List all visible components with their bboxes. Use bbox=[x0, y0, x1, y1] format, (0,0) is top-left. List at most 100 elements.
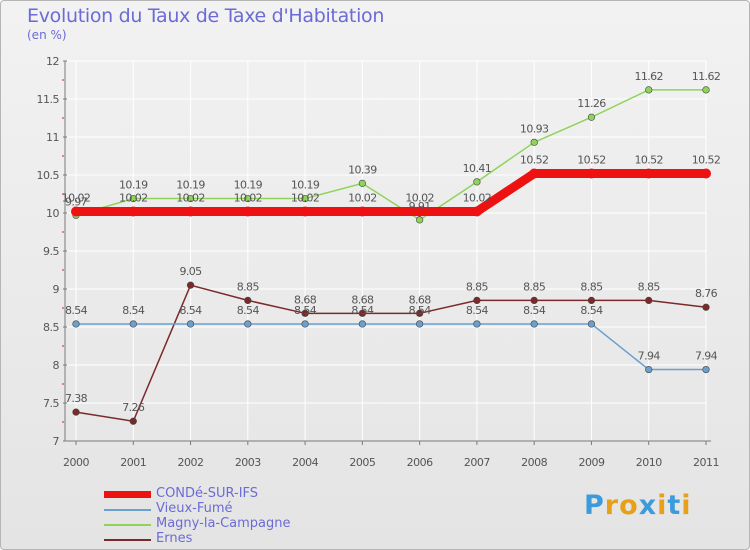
chart-subtitle: (en %) bbox=[27, 28, 67, 42]
data-point bbox=[129, 417, 137, 425]
data-point bbox=[72, 408, 80, 416]
data-point bbox=[244, 320, 252, 328]
legend-swatch bbox=[104, 524, 151, 526]
data-label: 10.19 bbox=[291, 179, 320, 192]
data-point bbox=[702, 86, 710, 94]
x-tick-label: 2010 bbox=[636, 456, 662, 469]
legend-swatch bbox=[104, 509, 151, 511]
data-point bbox=[129, 194, 137, 203]
data-label: 8.54 bbox=[237, 304, 260, 317]
series-line-2 bbox=[75, 89, 707, 221]
data-point bbox=[530, 138, 538, 146]
data-label: 8.54 bbox=[179, 304, 202, 317]
data-point bbox=[357, 206, 368, 217]
data-label: 10.02 bbox=[291, 191, 320, 204]
data-point bbox=[702, 303, 710, 311]
chart-title: Evolution du Taux de Taxe d'Habitation bbox=[27, 5, 385, 27]
y-tick-label: 10.5 bbox=[37, 169, 60, 182]
logo-letter: r bbox=[604, 490, 620, 521]
data-label: 8.85 bbox=[523, 280, 546, 293]
data-point bbox=[416, 309, 424, 317]
data-point bbox=[587, 320, 596, 328]
legend-swatch bbox=[104, 491, 151, 498]
data-point bbox=[301, 320, 309, 328]
data-point bbox=[185, 206, 196, 217]
data-label: 8.54 bbox=[409, 304, 432, 317]
data-label: 10.02 bbox=[463, 191, 492, 204]
data-label: 11.62 bbox=[692, 70, 721, 83]
data-label: 8.54 bbox=[294, 304, 317, 317]
data-point bbox=[416, 216, 424, 224]
logo-letter: t bbox=[667, 490, 682, 521]
data-point bbox=[358, 179, 366, 187]
data-label: 8.85 bbox=[580, 280, 603, 293]
data-label: 10.19 bbox=[234, 179, 263, 192]
logo-letter: i bbox=[681, 490, 692, 521]
data-point bbox=[71, 206, 81, 217]
legend-label: CONDé-SUR-IFS bbox=[156, 486, 259, 501]
data-label: 10.02 bbox=[62, 191, 91, 204]
x-tick-label: 2006 bbox=[407, 456, 433, 469]
data-label: 10.39 bbox=[348, 163, 377, 176]
y-tick-label: 8.5 bbox=[43, 321, 59, 334]
data-point bbox=[473, 296, 481, 305]
data-point bbox=[645, 365, 653, 374]
legend-swatch bbox=[104, 539, 151, 541]
data-label: 8.68 bbox=[351, 293, 374, 306]
data-label: 8.76 bbox=[695, 287, 718, 300]
data-label: 8.54 bbox=[65, 304, 88, 317]
x-tick-label: 2003 bbox=[235, 456, 261, 469]
data-point bbox=[586, 168, 597, 179]
data-label: 7.38 bbox=[65, 392, 88, 405]
data-point bbox=[645, 296, 653, 305]
y-tick-label: 8 bbox=[53, 359, 60, 372]
data-point bbox=[530, 296, 538, 305]
x-tick-label: 2008 bbox=[521, 456, 547, 469]
x-tick-label: 2011 bbox=[693, 456, 719, 469]
data-label: 9.97 bbox=[65, 195, 88, 208]
data-label: 7.26 bbox=[122, 401, 145, 414]
x-tick-label: 2009 bbox=[578, 456, 604, 469]
series-line-0 bbox=[71, 168, 711, 216]
data-label: 8.54 bbox=[466, 304, 489, 317]
legend-label: Ernes bbox=[156, 531, 193, 546]
data-label: 10.93 bbox=[520, 122, 549, 135]
x-tick-label: 2005 bbox=[349, 456, 375, 469]
data-point bbox=[244, 296, 252, 305]
logo-letter: x bbox=[638, 490, 658, 521]
data-label: 10.41 bbox=[463, 162, 492, 175]
data-label: 8.68 bbox=[294, 293, 317, 306]
data-point bbox=[301, 309, 309, 317]
data-point bbox=[473, 178, 481, 186]
data-point bbox=[358, 320, 366, 328]
data-label: 10.52 bbox=[577, 153, 606, 166]
y-tick-label: 11 bbox=[46, 131, 59, 144]
data-point bbox=[416, 320, 424, 328]
data-label: 11.26 bbox=[577, 97, 606, 110]
data-point bbox=[128, 206, 139, 217]
data-label: 8.54 bbox=[523, 304, 546, 317]
x-tick-label: 2004 bbox=[292, 456, 318, 469]
data-label: 10.02 bbox=[234, 191, 263, 204]
series-line-1 bbox=[75, 323, 707, 371]
data-label: 10.02 bbox=[176, 191, 205, 204]
data-point bbox=[587, 113, 596, 121]
data-label: 10.02 bbox=[405, 191, 434, 204]
data-label: 8.85 bbox=[638, 280, 661, 293]
x-tick-label: 2001 bbox=[120, 456, 146, 469]
data-label: 10.52 bbox=[692, 153, 721, 166]
data-point bbox=[244, 194, 252, 203]
data-label: 9.05 bbox=[179, 265, 202, 278]
data-point bbox=[587, 296, 596, 305]
data-label: 10.52 bbox=[520, 153, 549, 166]
y-tick-label: 9 bbox=[53, 283, 60, 296]
legend-label: Magny-la-Campagne bbox=[156, 516, 291, 531]
data-point bbox=[242, 206, 253, 217]
data-point bbox=[129, 320, 137, 328]
data-point bbox=[473, 320, 481, 328]
data-label: 10.02 bbox=[119, 191, 148, 204]
data-label: 8.54 bbox=[122, 304, 145, 317]
data-point bbox=[701, 168, 711, 179]
data-label: 8.54 bbox=[351, 304, 374, 317]
